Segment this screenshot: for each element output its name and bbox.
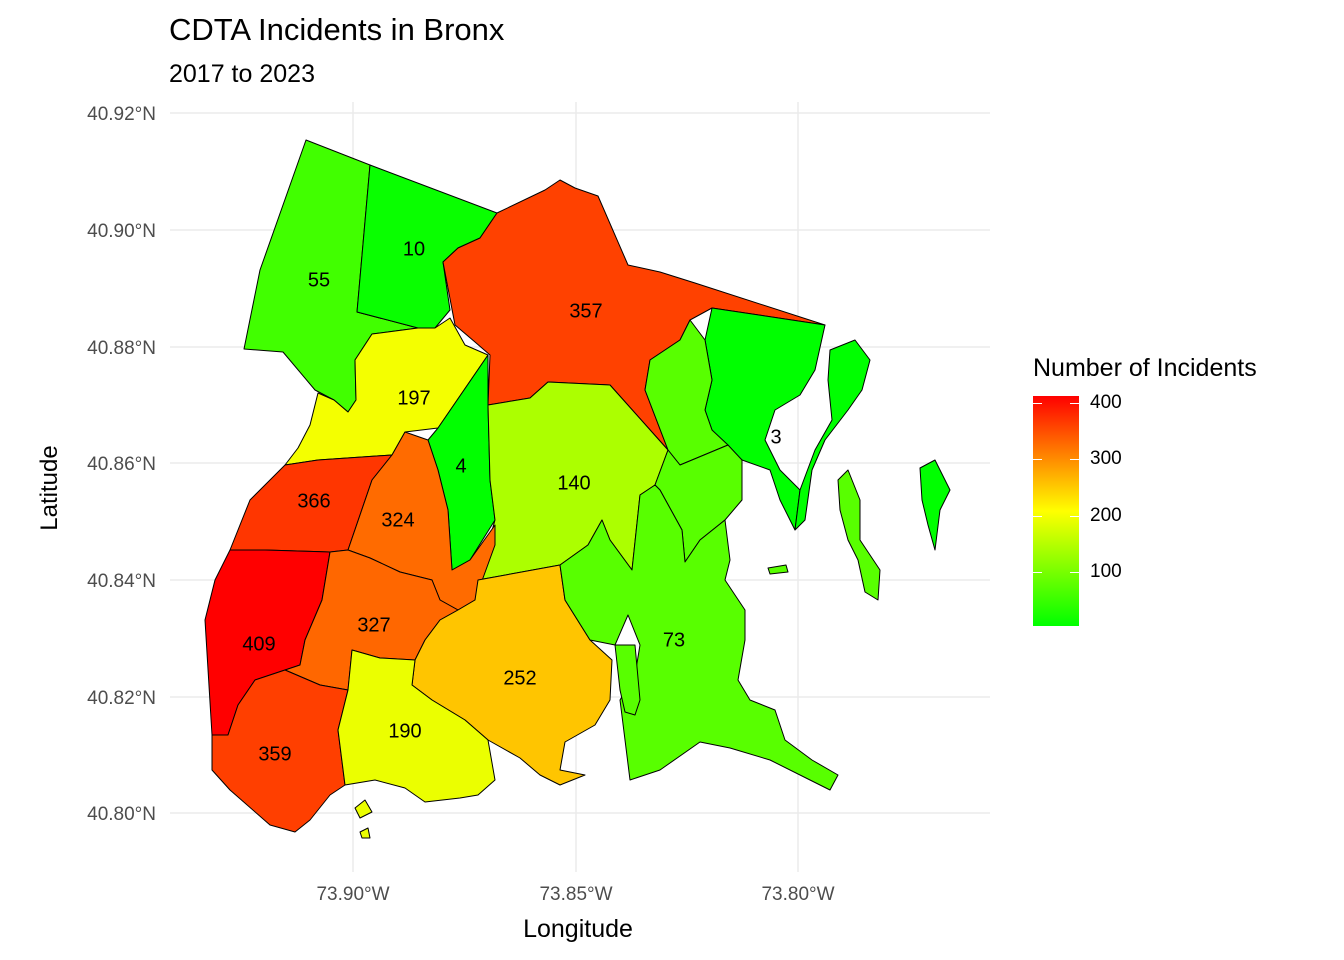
region-label: 359 <box>258 743 291 765</box>
region-label: 73 <box>663 629 685 651</box>
y-tick-label: 40.92°N <box>87 104 156 125</box>
region-label: 409 <box>242 633 275 655</box>
legend-tick-label: 400 <box>1090 392 1122 413</box>
region-label: 324 <box>381 509 414 531</box>
region-label: 197 <box>397 387 430 409</box>
region-73-islet[interactable] <box>767 564 789 575</box>
legend-tick-mark <box>1070 403 1079 404</box>
x-tick-label: 73.85°W <box>539 884 613 905</box>
region-label: 366 <box>297 490 330 512</box>
x-tick-label: 73.90°W <box>316 884 390 905</box>
y-tick-label: 40.82°N <box>87 688 156 709</box>
region-73-strip[interactable] <box>614 644 641 716</box>
legend-tick-label: 100 <box>1090 561 1122 582</box>
y-tick-label: 40.86°N <box>87 454 156 475</box>
legend-tick-mark <box>1033 572 1042 573</box>
legend-tick-label: 200 <box>1090 505 1122 526</box>
region-190[interactable] <box>337 649 496 803</box>
x-axis-label: Longitude <box>523 915 633 943</box>
y-tick-label: 40.80°N <box>87 804 156 825</box>
region-label: 252 <box>503 667 536 689</box>
y-tick-label: 40.90°N <box>87 221 156 242</box>
legend-tick-mark <box>1070 572 1079 573</box>
legend-colorbar <box>1033 396 1079 626</box>
legend-tick-mark <box>1070 516 1079 517</box>
legend-tick-mark <box>1033 459 1042 460</box>
map-title: CDTA Incidents in Bronx <box>169 12 505 47</box>
legend-tick-mark <box>1070 459 1079 460</box>
region-190-island[interactable] <box>354 799 373 819</box>
region-3-island[interactable] <box>919 459 951 551</box>
region-label: 190 <box>388 720 421 742</box>
region-73-island[interactable] <box>837 469 881 601</box>
legend-tick-mark <box>1033 516 1042 517</box>
region-label: 10 <box>403 238 425 260</box>
y-axis-label: Latitude <box>36 445 63 531</box>
region-label: 357 <box>569 300 602 322</box>
map-subtitle: 2017 to 2023 <box>169 60 315 88</box>
region-label: 55 <box>308 269 330 291</box>
legend-tick-label: 300 <box>1090 448 1122 469</box>
y-tick-label: 40.84°N <box>87 571 156 592</box>
region-190-islet[interactable] <box>359 827 371 839</box>
region-label: 327 <box>357 614 390 636</box>
region-3-east[interactable] <box>794 339 871 531</box>
region-label: 4 <box>455 455 466 477</box>
y-tick-label: 40.88°N <box>87 338 156 359</box>
region-label: 140 <box>557 472 590 494</box>
legend-title: Number of Incidents <box>1033 354 1257 382</box>
x-tick-label: 73.80°W <box>761 884 835 905</box>
region-label: 3 <box>770 426 781 448</box>
legend-tick-mark <box>1033 403 1042 404</box>
